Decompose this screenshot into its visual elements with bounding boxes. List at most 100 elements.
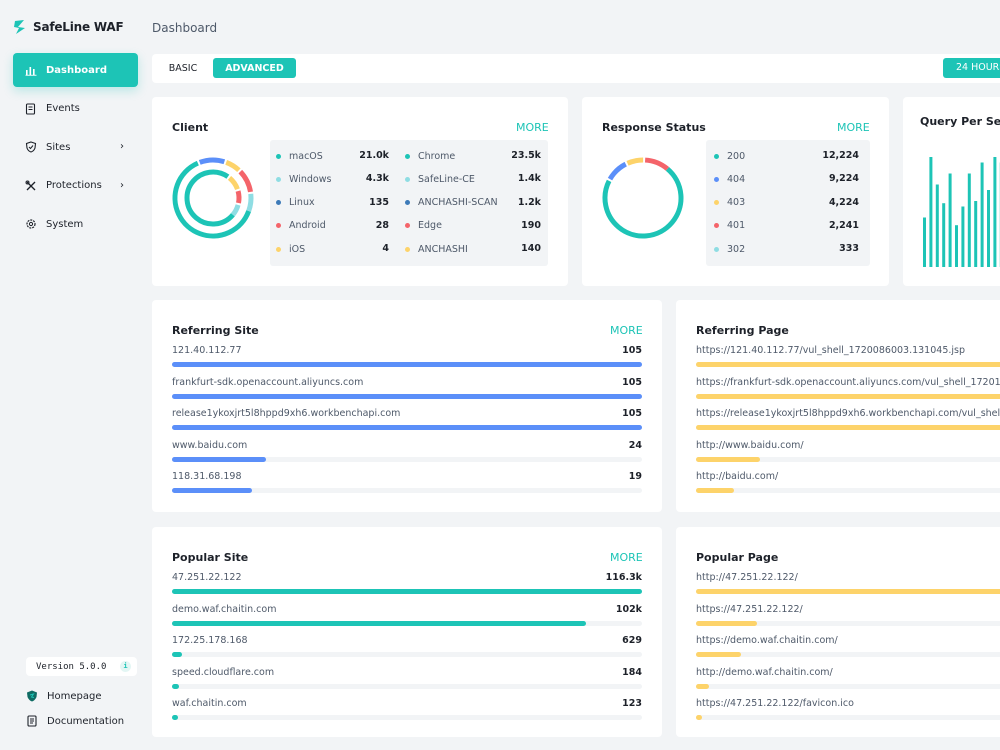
sidebar-item-label: System (46, 218, 84, 230)
chevron-right-icon: › (120, 179, 124, 191)
progress-fill (172, 589, 642, 594)
list-item-value: 105 (622, 408, 642, 420)
qps-bar (961, 206, 965, 267)
legend-label: Android (289, 220, 326, 232)
list-item[interactable]: https://47.251.22.122/ (696, 604, 1000, 628)
response-legend-row: 404 (714, 173, 745, 185)
progress-track (696, 393, 1000, 399)
qps-bar (993, 157, 997, 267)
list-item[interactable]: 118.31.68.198 19 (172, 471, 642, 495)
qps-bar (935, 184, 939, 267)
client-legend-row: Android (276, 220, 326, 232)
list-item[interactable]: waf.chaitin.com 123 (172, 698, 642, 722)
app-logo[interactable]: SafeLine WAF (13, 18, 124, 36)
list-item-label: https://47.251.22.122/favicon.ico (696, 698, 854, 710)
sidebar-item-label: Dashboard (46, 64, 107, 76)
progress-track (696, 456, 1000, 462)
list-item-label: http://demo.waf.chaitin.com/ (696, 666, 833, 678)
response-legend: 200 12,224 404 9,224 403 4,224 401 2,241 302 333 (706, 140, 870, 266)
list-item[interactable]: https://demo.waf.chaitin.com/ (696, 635, 1000, 659)
gear-icon (26, 219, 36, 229)
qps-bar (967, 173, 971, 267)
legend-dot (714, 223, 719, 229)
client-more-link[interactable]: MORE (516, 121, 549, 134)
legend-dot (405, 200, 410, 206)
progress-fill (696, 652, 741, 658)
referring-site-more-link[interactable]: MORE (610, 324, 643, 337)
tab-basic[interactable]: BASIC (168, 62, 198, 74)
sidebar-item-dashboard[interactable]: Dashboard (13, 53, 138, 87)
qps-bar (974, 201, 978, 267)
legend-value: 4,224 (828, 196, 859, 208)
client-legend-row: iOS (276, 243, 305, 255)
progress-fill (172, 393, 642, 399)
list-item[interactable]: frankfurt-sdk.openaccount.aliyuncs.com 10… (172, 377, 642, 401)
qps-bar (948, 173, 952, 267)
list-item[interactable]: https://frankfurt-sdk.openaccount.aliyun… (696, 377, 1000, 401)
list-item-label: 47.251.22.122 (172, 572, 242, 583)
legend-dot (276, 223, 281, 229)
list-item[interactable]: 172.25.178.168 629 (172, 635, 642, 659)
homepage-link[interactable]: Homepage (26, 690, 102, 702)
list-item[interactable]: release1ykoxjrt5l8hppd9xh6.workbenchapi.… (172, 408, 642, 432)
list-item[interactable]: http://demo.waf.chaitin.com/ (696, 667, 1000, 691)
version-badge[interactable]: Version 5.0.0 i (26, 657, 137, 676)
list-item[interactable]: speed.cloudflare.com 184 (172, 667, 642, 691)
sidebar: SafeLine WAF Dashboard Events Sites › (0, 0, 150, 750)
list-item-label: http://baidu.com/ (696, 471, 779, 483)
list-item-label: https://demo.waf.chaitin.com/ (696, 635, 838, 647)
list-item-label: 121.40.112.77 (172, 345, 242, 356)
qps-card: Query Per Second (903, 97, 1000, 286)
client-title: Client (172, 121, 209, 134)
tools-icon (25, 180, 36, 190)
legend-label: Edge (418, 220, 442, 232)
legend-dot (276, 200, 281, 206)
list-item[interactable]: http://47.251.22.122/ (696, 572, 1000, 596)
list-item-value: 105 (622, 376, 642, 388)
list-item-value: 105 (622, 345, 642, 356)
sidebar-item-sites[interactable]: Sites › (13, 130, 138, 164)
bar-chart-icon (25, 67, 37, 76)
sidebar-item-events[interactable]: Events (13, 92, 138, 126)
list-item[interactable]: http://baidu.com/ (696, 471, 1000, 495)
version-text: Version 5.0.0 (36, 661, 107, 672)
sidebar-item-system[interactable]: System (13, 207, 138, 241)
progress-track (172, 620, 642, 626)
list-item[interactable]: https://121.40.112.77/vul_shell_17200860… (696, 345, 1000, 369)
sidebar-item-protections[interactable]: Protections › (13, 169, 138, 203)
legend-value: 1.2k (517, 196, 541, 208)
list-item[interactable]: https://release1ykoxjrt5l8hppd9xh6.workb… (696, 408, 1000, 432)
legend-value: 4.3k (365, 173, 389, 185)
client-outer-seg-3 (172, 157, 254, 239)
list-item[interactable]: www.baidu.com 24 (172, 440, 642, 464)
list-item[interactable]: https://47.251.22.122/favicon.ico (696, 698, 1000, 722)
legend-value: 140 (521, 243, 541, 255)
sidebar-nav: Dashboard Events Sites › Protections › (13, 53, 138, 246)
info-icon[interactable]: i (120, 661, 131, 672)
legend-value: 12,224 (822, 150, 859, 161)
time-range-button[interactable]: 24 HOURS (943, 58, 1000, 78)
progress-fill (172, 488, 252, 494)
popular-site-more-link[interactable]: MORE (610, 551, 643, 564)
referring-page-card: Referring Page https://121.40.112.77/vul… (676, 300, 1000, 512)
popular-site-card: Popular Site MORE 47.251.22.122 116.3k dem… (152, 527, 662, 737)
legend-value: 333 (839, 243, 859, 255)
progress-track (696, 589, 1000, 594)
legend-value: 21.0k (359, 150, 389, 161)
tab-advanced[interactable]: ADVANCED (213, 58, 296, 78)
legend-label: iOS (289, 243, 306, 255)
shield-icon (25, 141, 37, 153)
list-item[interactable]: 47.251.22.122 116.3k (172, 572, 642, 596)
legend-value: 28 (375, 219, 389, 231)
client-inner-seg-4 (184, 169, 242, 227)
documentation-link[interactable]: Documentation (26, 715, 124, 727)
client-card: Client MORE macOS 21.0k Windows 4.3k Linux 13… (152, 97, 568, 286)
list-item[interactable]: 121.40.112.77 105 (172, 345, 642, 369)
list-item[interactable]: http://www.baidu.com/ (696, 440, 1000, 464)
list-item-label: https://frankfurt-sdk.openaccount.aliyun… (696, 376, 1000, 388)
legend-value: 9,224 (828, 173, 859, 185)
list-item-value: 19 (628, 471, 642, 483)
list-item[interactable]: demo.waf.chaitin.com 102k (172, 604, 642, 628)
response-more-link[interactable]: MORE (837, 121, 870, 134)
page-title: Dashboard (152, 21, 218, 35)
